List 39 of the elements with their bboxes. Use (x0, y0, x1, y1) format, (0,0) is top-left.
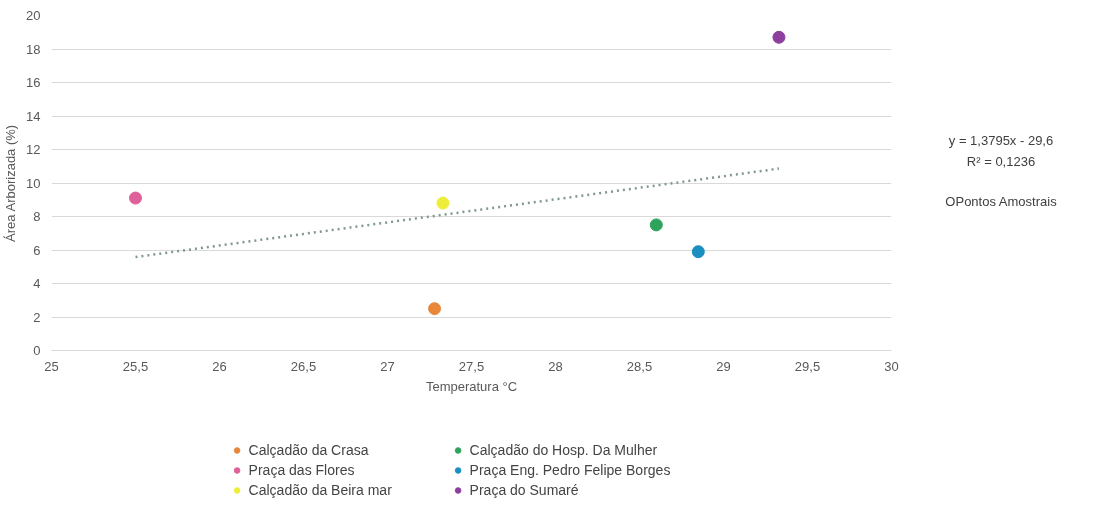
text: y = 1,3795x - 29,6 (947, 132, 1055, 150)
x-axis-title: Temperatura °C (425, 378, 518, 394)
y-tick-label: 4 (33, 276, 41, 291)
x-tick-label: 26 (212, 358, 227, 374)
point (129, 191, 142, 205)
y-tick-label: 14 (26, 108, 41, 124)
point (649, 218, 663, 232)
legend-label: Calçadão da Crasa (248, 441, 370, 459)
y-tick-label: 8 (33, 209, 41, 224)
point (428, 302, 442, 316)
legend-label: Calçadão da Beira mar (248, 481, 393, 499)
x-tick-label: 29 (716, 358, 731, 374)
x-tick-label: 26,5 (290, 358, 317, 374)
y-tick-label: 12 (26, 142, 41, 157)
legend-label: Praça do Sumaré (469, 481, 580, 499)
y-tick-label: 6 (33, 242, 41, 258)
x-tick-label: 27,5 (458, 358, 485, 374)
point (772, 30, 786, 44)
y-tick-label: 16 (26, 75, 41, 90)
x-tick-label: 28 (548, 358, 563, 374)
y-axis-title: Área Arborizada (%) (3, 124, 19, 242)
point (691, 245, 705, 259)
y-tick-label: 0 (33, 343, 41, 358)
x-tick-label: 27 (380, 358, 395, 374)
point (436, 196, 450, 210)
y-tick-label: 18 (26, 41, 41, 57)
y-tick-label: 10 (26, 175, 41, 191)
y-tick-label: 2 (33, 309, 41, 325)
legend-label: Calçadão do Hosp. Da Mulher (469, 441, 659, 459)
text: R² = 0,1236 (965, 152, 1037, 171)
x-tick-label: 29,5 (794, 358, 821, 374)
x-tick-label: 30 (884, 358, 899, 374)
y-tick-label: 20 (26, 8, 41, 23)
x-tick-label: 25 (44, 358, 59, 374)
x-tick-label: 28,5 (626, 358, 653, 374)
text: OPontos Amostrais (945, 193, 1057, 212)
x-tick-label: 25,5 (122, 358, 149, 374)
legend-label: Praça Eng. Pedro Felipe Borges (469, 461, 671, 479)
legend-label: Praça das Flores (248, 461, 356, 479)
